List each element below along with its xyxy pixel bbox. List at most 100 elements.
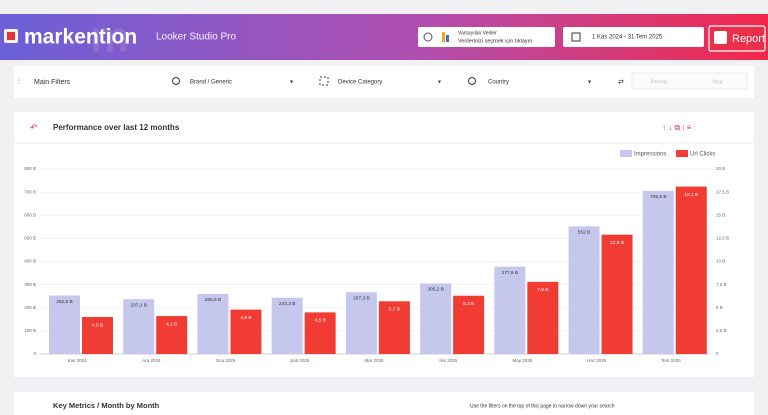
x-tick-label: Kas 2024 [68,358,88,363]
bar-value-label: 705,5 B [650,194,667,200]
country-icon [468,77,476,85]
bar-value-label: 7,8 B [537,287,548,293]
back-icon[interactable]: ↶ [30,122,38,132]
dropdown-arrow: ▾ [290,80,293,86]
bar-value-label: 4,5 B [315,318,326,324]
bar-value-label: 243,3 B [279,301,296,307]
bar-value-label: 4,1 B [166,321,177,327]
y2-tick-label: 10 B [716,259,725,264]
metrics-hint: Use the filters on the top of this page … [470,403,615,409]
y-tick-label: 300 B [24,282,36,287]
dropdown-arrow: ▾ [588,80,591,86]
bar [378,301,410,354]
x-tick-label: Oca 2025 [216,358,236,363]
bar-value-label: 5,7 B [389,307,400,313]
bar-value-label: 259,6 B [205,297,222,303]
bar-value-label: 305,2 B [427,287,444,293]
data-source-title: Varsayılan Veriler [458,30,497,36]
source-icon [446,35,449,42]
y-tick-label: 100 B [24,328,36,333]
legend-label: Impressions [634,152,666,158]
data-source-chip[interactable] [418,27,555,47]
y2-tick-label: 2,5 B [716,328,727,333]
bar [304,312,336,354]
bar-value-label: 252,8 B [56,299,73,305]
source-icon [442,32,445,42]
calendar-icon [571,32,581,42]
bar-value-label: 18,1 B [684,192,698,198]
bar [675,186,707,354]
bar-value-label: 12,9 B [610,240,624,246]
x-tick-label: Şub 2025 [290,358,310,363]
device-filter[interactable]: Device Category [338,80,382,86]
bar-value-label: 552 B [578,230,591,236]
bar [527,281,559,354]
y2-tick-label: 20 B [716,166,725,171]
x-tick-label: May 2025 [513,358,533,363]
filter-bar [14,66,754,98]
bar [156,316,188,354]
logo: markention [24,26,137,49]
bar [82,317,113,354]
bar [420,283,452,354]
bar-value-label: 4,8 B [240,315,251,321]
y-tick-label: 400 B [24,259,36,264]
y2-tick-label: 7,5 B [716,282,727,287]
cloud-icon [423,32,433,42]
x-tick-label: Tem 2025 [661,358,681,363]
date-chip[interactable] [563,27,704,47]
date-range: 1 Kas 2024 - 31 Tem 2025 [592,35,663,41]
year-filter[interactable]: Year [712,79,723,85]
bar-value-label: 237,1 B [130,302,147,308]
y-tick-label: 0 [33,351,36,356]
bar [345,292,377,354]
metrics-card [14,392,754,415]
filter-icon: ⫶ [18,77,20,86]
y-tick-label: 800 B [24,166,36,171]
filter-title: Main Filters [34,79,71,86]
country-filter[interactable]: Country [488,80,509,86]
bar-value-label: 4,0 B [92,322,103,328]
y-tick-label: 700 B [24,189,36,194]
product-name: Looker Studio Pro [156,32,236,43]
report-icon [714,31,727,44]
brand-icon [172,77,180,85]
legend-swatch [620,150,632,157]
bar [271,297,303,354]
y2-tick-label: 0 [716,351,719,356]
bar [601,234,633,354]
bar [230,309,262,354]
bar [123,299,155,354]
y-tick-label: 600 B [24,212,36,217]
x-tick-label: Nis 2025 [439,358,457,363]
period-icon: ⇄ [618,79,624,86]
x-tick-label: Ara 2024 [142,358,161,363]
y2-tick-label: 17,5 B [716,189,729,194]
bar-value-label: 377,9 B [502,270,519,276]
metrics-title: Key Metrics / Month by Month [53,401,160,410]
y2-tick-label: 12,5 B [716,236,729,241]
bar [494,266,526,354]
bar-value-label: 6,3 B [463,301,474,307]
bar [568,226,600,354]
bar [642,190,674,354]
report-button-label: Report [732,33,765,45]
legend-label: Url Clicks [690,152,715,158]
x-tick-label: Mar 2025 [364,358,384,363]
y-tick-label: 200 B [24,305,36,310]
period-filter[interactable]: Period [651,79,667,85]
chart-title: Performance over last 12 months [53,123,180,132]
bar [453,295,485,354]
card-actions[interactable]: ↑ ↓ ⧉ ∣ ≡ ⋮ [662,123,696,132]
bar [197,293,229,354]
legend-swatch [676,150,688,157]
y2-tick-label: 5 B [716,305,723,310]
period-box[interactable] [631,72,748,90]
bar [49,295,80,354]
brand-filter[interactable]: Brand / Generic [190,80,232,86]
x-tick-label: Haz 2025 [587,358,607,363]
device-icon [319,76,329,86]
y-tick-label: 500 B [24,236,36,241]
dropdown-arrow: ▾ [438,80,441,86]
